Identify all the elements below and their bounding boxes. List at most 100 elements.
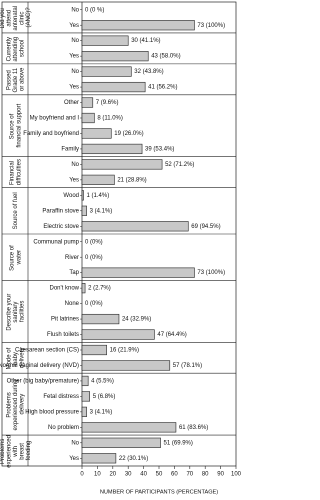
y-tick-label: Yes <box>69 54 79 60</box>
bar <box>81 190 84 201</box>
y-tick-label: None <box>65 301 80 307</box>
bar <box>81 51 149 62</box>
y-tick-label: Electric stove <box>43 224 79 230</box>
y-tick-label: No <box>71 440 79 446</box>
value-label: 1 (1.4%) <box>87 193 110 199</box>
y-tick-label: No <box>71 38 79 44</box>
bar <box>81 375 89 387</box>
x-tick-label: 10 <box>94 472 101 478</box>
bar <box>81 221 189 232</box>
bar <box>81 81 146 93</box>
value-label: 41 (56.2%) <box>148 85 177 91</box>
bar <box>81 128 112 139</box>
bar <box>81 453 117 464</box>
chart: NUMBER OF PARTICIPANTS (PERCENTAGE) 0 10 2… <box>0 1 242 495</box>
group-label: Financial difficulties <box>9 159 22 185</box>
bar <box>81 391 90 402</box>
x-tick-label: 80 <box>202 472 209 478</box>
value-label: 30 (41.1%) <box>131 38 160 44</box>
bar <box>81 360 171 371</box>
x-tick-label: 20 <box>109 472 116 478</box>
bar <box>81 143 143 155</box>
bar <box>81 159 163 170</box>
value-label: 24 (32.9%) <box>122 317 151 323</box>
group-label: Describe your sanitary facilities <box>6 292 25 331</box>
y-tick-label: Flush toilets <box>47 332 79 338</box>
y-tick-label: Fetal distress <box>43 394 79 400</box>
value-label: 21 (28.8%) <box>117 177 146 183</box>
y-tick-label: River <box>65 255 79 261</box>
y-tick-label: No <box>71 7 79 13</box>
y-tick-label: Other <box>64 100 79 106</box>
value-label: 47 (64.4%) <box>157 332 186 338</box>
bar <box>81 66 132 77</box>
value-label: 7 (9.6%) <box>96 100 119 106</box>
y-tick-label: My boyfriend and I <box>30 116 80 122</box>
group-label: Currently attending school <box>6 35 25 61</box>
x-tick-label: 60 <box>171 472 178 478</box>
y-tick-label: No <box>71 69 79 75</box>
value-label: 43 (58.0%) <box>151 54 180 60</box>
x-tick-label: 40 <box>140 472 147 478</box>
group-label: Source of financial support <box>9 104 22 148</box>
value-label: 22 (30.1%) <box>119 456 148 462</box>
y-tick-label: Pit latrines <box>51 317 79 323</box>
y-tick-label: Family and boyfriend <box>23 131 79 137</box>
y-tick-label: Yes <box>69 456 79 462</box>
value-label: 32 (43.8%) <box>134 69 163 75</box>
y-tick-label: No problem <box>48 425 79 431</box>
value-label: 5 (6.8%) <box>93 394 116 400</box>
x-tick-label: 0 <box>80 472 84 478</box>
group-label: Mode of baby delivery <box>6 346 25 369</box>
y-tick-label: Communal pump <box>33 239 79 245</box>
y-tick-label: Tap <box>69 270 79 276</box>
bar <box>81 112 95 124</box>
value-label: 0 (0%) <box>85 255 103 261</box>
value-label: 8 (11.0%) <box>97 116 123 122</box>
value-label: 3 (4.1%) <box>90 208 113 214</box>
x-tick-label: 70 <box>186 472 193 478</box>
value-label: 4 (5.5%) <box>91 379 114 385</box>
y-tick-label: Paraffin stove <box>42 208 79 214</box>
value-label: 3 (4.1%) <box>90 409 113 415</box>
value-label: 16 (21.9%) <box>110 348 139 354</box>
group-label: Source of water <box>9 244 22 271</box>
value-label: 52 (71.2%) <box>165 162 194 168</box>
group-label: Problems experienced with breast feeding <box>0 433 32 467</box>
y-tick-label: Yes <box>69 177 79 183</box>
bar <box>81 205 87 216</box>
y-tick-label: Other (big baby/premature) <box>7 379 79 385</box>
value-label: 57 (78.1%) <box>173 363 202 369</box>
bar <box>81 422 177 433</box>
y-tick-label: Family <box>61 147 79 153</box>
x-axis-label: NUMBER OF PARTICIPANTS (PERCENTAGE) <box>100 489 218 495</box>
value-label: 69 (94.5%) <box>191 224 220 230</box>
value-label: 61 (83.6%) <box>179 425 208 431</box>
y-tick-label: Normal vaginal delivery (NVD) <box>0 363 79 369</box>
group-label: Source of fuel <box>13 192 19 229</box>
y-tick-label: Caesarean section (CS) <box>15 348 79 354</box>
x-tick-label: 50 <box>156 472 163 478</box>
value-label: 2 (2.7%) <box>88 286 111 292</box>
bar <box>81 35 129 46</box>
y-tick-label: High blood pressure <box>25 409 79 415</box>
bar <box>81 267 195 278</box>
value-label: 39 (53.4%) <box>145 147 174 153</box>
value-label: 51 (69.9%) <box>164 440 193 446</box>
y-tick-label: No <box>71 162 79 168</box>
y-tick-label: Wood <box>63 193 79 199</box>
value-label: 0 (0%) <box>85 239 103 245</box>
value-label: 0 (0 %) <box>85 7 104 13</box>
group-label: Problems experienced during delivery <box>6 378 25 431</box>
group-label: Passed Grade 11 or above <box>6 66 25 92</box>
group-label: Did you attend antenatal clinic (ANC)? <box>0 4 32 30</box>
x-tick-label: 100 <box>231 472 242 478</box>
y-tick-label: Yes <box>69 23 79 29</box>
bar <box>81 20 195 31</box>
bar <box>81 313 120 325</box>
bar <box>81 406 87 417</box>
x-tick-label: 90 <box>217 472 224 478</box>
x-tick-label: 30 <box>125 472 132 478</box>
bar <box>81 344 107 356</box>
bar <box>81 437 161 448</box>
